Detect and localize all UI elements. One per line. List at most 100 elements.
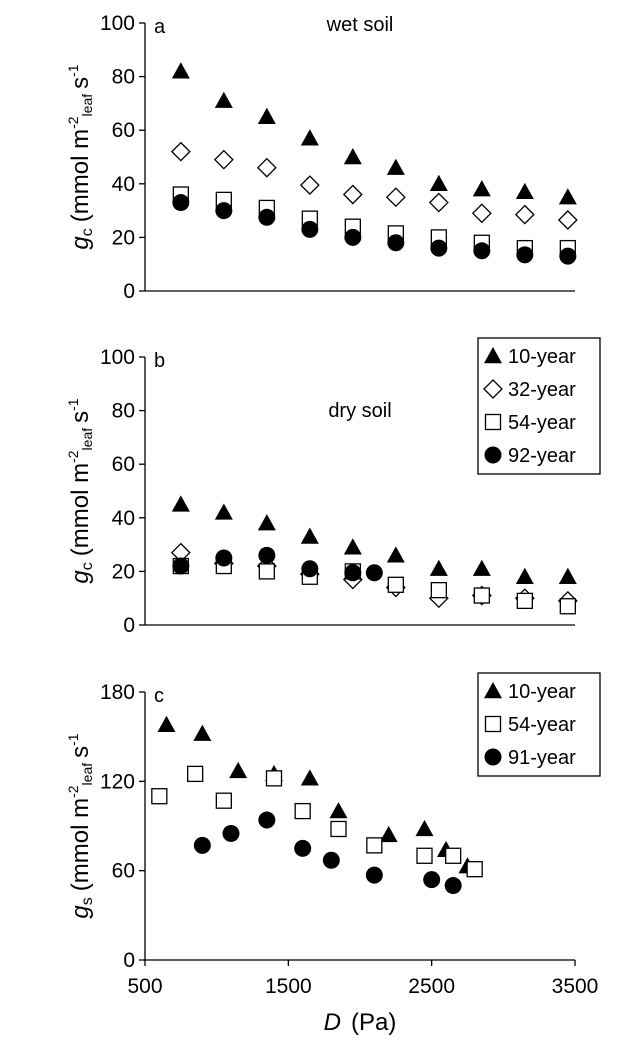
marker-diamond (557, 210, 578, 230)
x-tick-label: 3500 (552, 975, 599, 998)
marker-triangle (171, 62, 190, 79)
marker-diamond (385, 187, 406, 208)
marker-triangle (415, 819, 434, 837)
marker-triangle (472, 559, 491, 576)
marker-square (265, 770, 283, 787)
marker-square (258, 563, 275, 580)
y-tick-label: 180 (100, 681, 135, 704)
marker-diamond (299, 175, 320, 196)
legend-label: 32-year (508, 379, 576, 401)
marker-triangle (515, 567, 534, 584)
legend-marker (484, 748, 502, 766)
marker-circle (215, 202, 233, 220)
marker-triangle (193, 724, 212, 741)
marker-triangle (515, 182, 534, 200)
y-tick-label: 80 (112, 400, 135, 423)
marker-circle (215, 549, 233, 567)
y-tick-label: 20 (112, 560, 135, 583)
marker-diamond (471, 203, 492, 224)
y-tick-label: 100 (100, 12, 135, 35)
marker-triangle (214, 91, 233, 108)
y-axis-label: gc (mmol m-2leaf s-1 (65, 398, 96, 583)
y-label-part: s (67, 77, 94, 89)
marker-triangle (329, 802, 348, 819)
y-label-part: -2 (65, 116, 81, 129)
marker-circle (516, 246, 534, 264)
y-label-part: (mmol m (67, 463, 94, 556)
y-tick-label: 60 (112, 453, 135, 476)
y-label-part: -2 (65, 450, 81, 463)
y-label-part: -1 (65, 398, 81, 411)
marker-square (387, 576, 404, 593)
marker-circle (365, 866, 383, 884)
marker-triangle (343, 538, 362, 555)
marker-square (445, 847, 462, 864)
marker-triangle (214, 503, 233, 520)
marker-diamond (213, 149, 234, 170)
marker-diamond (170, 141, 191, 162)
marker-triangle (229, 761, 248, 779)
legend-marker (484, 446, 502, 464)
marker-triangle (257, 514, 276, 531)
y-tick-label: 100 (100, 346, 135, 369)
y-label-part: -1 (65, 64, 81, 77)
marker-circle (301, 560, 319, 578)
marker-circle (258, 546, 276, 564)
marker-square (473, 587, 490, 604)
panel-label: b (154, 350, 165, 372)
legend-label: 54-year (508, 412, 576, 434)
marker-square (330, 820, 347, 838)
legend-label: 92-year (508, 445, 576, 467)
legend-marker (484, 715, 502, 733)
y-label-part: g (67, 905, 94, 919)
y-axis-label: gc (mmol m-2leaf s-1 (65, 64, 96, 249)
y-label-part: c (79, 562, 96, 570)
marker-square (516, 592, 533, 610)
marker-diamond (428, 192, 449, 213)
y-label-part: leaf (79, 428, 95, 451)
annotation: wet soil (326, 14, 394, 36)
marker-triangle (300, 527, 319, 544)
y-tick-label: 0 (123, 614, 135, 637)
marker-square (366, 837, 383, 854)
marker-circle (559, 247, 577, 265)
legend-marker (484, 347, 502, 364)
marker-triangle (429, 559, 448, 576)
y-label-part: s (67, 746, 94, 758)
legend-label: 10-year (508, 681, 576, 703)
y-label-part: (mmol m (67, 129, 94, 222)
marker-square (430, 582, 447, 599)
marker-circle (344, 564, 362, 582)
panel-label: a (154, 16, 166, 38)
marker-triangle (558, 188, 577, 205)
marker-circle (344, 228, 362, 246)
y-label-part: g (67, 570, 94, 584)
marker-triangle (171, 495, 190, 512)
y-tick-label: 120 (100, 770, 135, 793)
y-label-part: -2 (65, 785, 81, 798)
legend-marker (484, 682, 502, 699)
marker-triangle (300, 129, 319, 146)
x-tick-label: 2500 (408, 975, 455, 998)
marker-diamond (514, 204, 535, 225)
marker-triangle (379, 825, 398, 843)
y-label-part: leaf (79, 94, 95, 117)
marker-square (416, 847, 433, 864)
marker-circle (423, 871, 441, 889)
marker-circle (473, 242, 491, 260)
marker-diamond (342, 184, 363, 205)
legend-label: 54-year (508, 714, 576, 736)
marker-circle (444, 877, 462, 895)
marker-triangle (472, 180, 491, 197)
marker-triangle (386, 546, 405, 563)
y-tick-label: 20 (112, 226, 135, 249)
marker-square (187, 765, 204, 783)
legend-label: 91-year (508, 747, 576, 769)
x-tick-label: 500 (127, 975, 162, 998)
marker-square (559, 598, 576, 615)
x-tick-label: 1500 (265, 975, 312, 998)
y-tick-label: 60 (112, 119, 135, 142)
y-tick-label: 40 (112, 507, 135, 530)
marker-triangle (157, 715, 176, 732)
